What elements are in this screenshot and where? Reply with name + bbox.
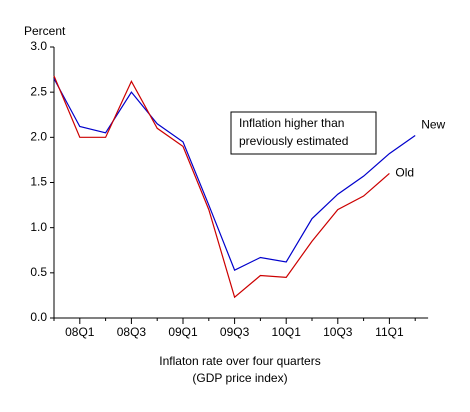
x-tick-label: 08Q1	[65, 325, 95, 339]
x-tick-label: 08Q3	[117, 325, 147, 339]
x-tick-label: 10Q3	[323, 325, 353, 339]
y-tick-label: 3.0	[30, 39, 47, 53]
x-tick-label: 09Q3	[220, 325, 250, 339]
series-line	[53, 78, 416, 271]
annotation: previously estimated	[239, 134, 348, 148]
x-tick-label: 09Q1	[168, 325, 198, 339]
y-tick-label: 0.0	[30, 310, 47, 324]
y-tick-label: 1.5	[30, 175, 47, 189]
y-tick-label: 0.5	[30, 265, 47, 279]
y-tick-label: 2.5	[30, 84, 47, 98]
x-axis-label: (GDP price index)	[192, 371, 287, 385]
x-tick-label: 10Q1	[272, 325, 302, 339]
y-axis-label: Percent	[24, 24, 66, 38]
series-label: New	[421, 118, 445, 132]
x-tick-label: 11Q1	[375, 325, 404, 339]
y-tick-label: 2.0	[30, 130, 47, 144]
annotation-box	[230, 111, 377, 155]
y-tick-label: 1.0	[30, 220, 47, 234]
series-label: Old	[395, 166, 414, 180]
x-axis-label: Inflaton rate over four quarters	[159, 354, 320, 368]
annotation: Inflation higher than	[239, 116, 344, 130]
series-line	[53, 75, 390, 299]
